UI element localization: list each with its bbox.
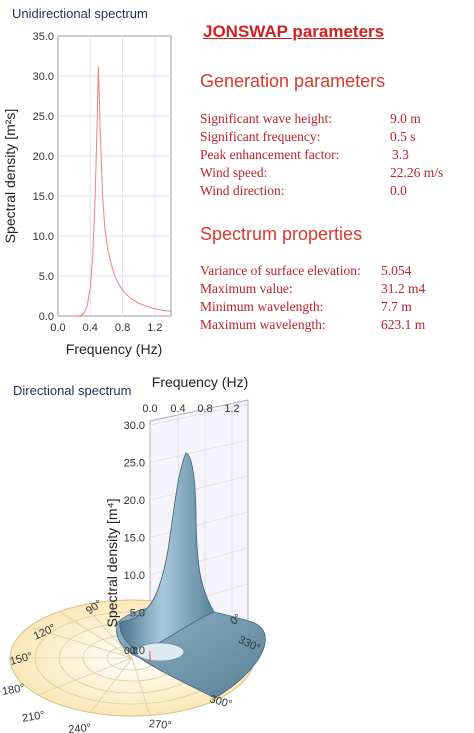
spectrum-property-value: 5.054: [381, 263, 412, 278]
uni-chart-title: Unidirectional spectrum: [12, 6, 148, 21]
uni-plot-area: [57, 35, 172, 317]
uni-x-tick-label: 0.8: [115, 322, 130, 334]
spectrum-property-value: 31.2 m4: [381, 281, 426, 296]
dir-angle-label: 150°: [9, 650, 34, 667]
uni-y-tick-label: 10.0: [33, 231, 54, 243]
dir-surface-center-hole: [135, 642, 185, 662]
spectrum-property-value: 7.7 m: [381, 299, 412, 314]
uni-y-tick-label: 20.0: [33, 151, 54, 163]
uni-y-tick-label: 5.0: [39, 271, 54, 283]
jonswap-heading: JONSWAP parameters: [203, 22, 385, 41]
uni-spectrum-chart: 0.0 5.0 10.0 15.0 20.0 25.0 30.0 35.0 0.0 0.4 0.8…: [2, 31, 172, 357]
uni-y-tick-label: 0.0: [39, 311, 54, 323]
generation-param-label: Wind direction:: [200, 183, 285, 198]
uni-series-line: [74, 66, 172, 317]
dir-freq-tick-label: 0.0: [142, 403, 157, 415]
dir-z-tick-label: 20.0: [124, 495, 145, 507]
dir-z-ticks: 0.0 5.0 10.0 15.0 20.0 25.0 30.0: [124, 420, 145, 657]
generation-param-label: Wind speed:: [200, 165, 268, 180]
uni-y-tick-label: 35.0: [33, 31, 54, 43]
spectrum-property-value: 623.1 m: [381, 317, 426, 332]
dir-z-tick-label: 15.0: [124, 533, 145, 545]
dir-chart-title: Directional spectrum: [13, 383, 132, 398]
generation-param-value: 0.0: [390, 183, 407, 198]
uni-y-tick-label: 30.0: [33, 71, 54, 83]
uni-x-tick-label: 0.0: [50, 322, 65, 334]
generation-heading: Generation parameters: [200, 71, 386, 91]
uni-y-tick-label: 25.0: [33, 111, 54, 123]
spectrum-property-label: Variance of surface elevation:: [200, 263, 361, 278]
uni-x-axis-label: Frequency (Hz): [66, 341, 162, 357]
uni-x-tick-label: 0.4: [83, 322, 98, 334]
dir-spectrum-chart: 0.0 0.4 0.8 1.2 0.05.010.015.020.025.030.0 …: [1, 374, 266, 733]
generation-param-label: Significant wave height:: [200, 111, 332, 126]
dir-angle-label: 300°: [208, 693, 233, 710]
dir-center-label: 0.0: [124, 646, 138, 657]
dir-angle-label: 180°: [1, 682, 26, 698]
uni-y-tick-label: 15.0: [33, 191, 54, 203]
dir-angle-label: 240°: [68, 722, 92, 733]
generation-param-value: 9.0 m: [390, 111, 421, 126]
dir-x-axis-label: Frequency (Hz): [152, 374, 248, 390]
generation-param-label: Significant frequency:: [200, 129, 321, 144]
dir-z-tick-label: 10.0: [124, 570, 145, 582]
dir-angle-label: 270°: [148, 718, 172, 732]
generation-param-value: 0.5 s: [390, 129, 416, 144]
spectrum-property-label: Minimum wavelength:: [200, 299, 324, 314]
dir-freq-tick-label: 0.4: [170, 403, 185, 415]
dir-z-tick-label: 30.0: [124, 420, 145, 432]
dir-angle-label: 210°: [21, 709, 46, 725]
dir-spectrum-surface: [116, 452, 266, 699]
properties-heading: Spectrum properties: [200, 224, 363, 244]
dir-freq-tick-label: 0.8: [197, 403, 212, 415]
generation-param-label: Peak enhancement factor:: [200, 147, 340, 162]
dir-z-tick-label: 5.0: [130, 608, 145, 620]
dir-y-axis-label: Spectral density [m⁴]: [104, 499, 120, 628]
uni-y-ticks: 0.0 5.0 10.0 15.0 20.0 25.0 30.0 35.0: [33, 31, 54, 323]
spectrum-property-label: Maximum value:: [200, 281, 293, 296]
spectrum-property-label: Maximum wavelength:: [200, 317, 326, 332]
generation-param-value: 22.26 m/s: [390, 165, 444, 180]
uni-grid: [58, 36, 171, 316]
dir-freq-tick-label: 1.2: [224, 403, 239, 415]
uni-y-axis-label: Spectral density [m²s]: [2, 109, 18, 244]
generation-param-value: 3.3: [392, 147, 409, 162]
uni-x-tick-label: 1.2: [147, 322, 162, 334]
uni-x-ticks: 0.0 0.4 0.8 1.2: [50, 322, 162, 334]
dir-freq-ticks: 0.0 0.4 0.8 1.2: [142, 403, 239, 415]
dir-z-tick-label: 25.0: [124, 458, 145, 470]
dir-z-tick-label: 0.0: [130, 645, 145, 657]
